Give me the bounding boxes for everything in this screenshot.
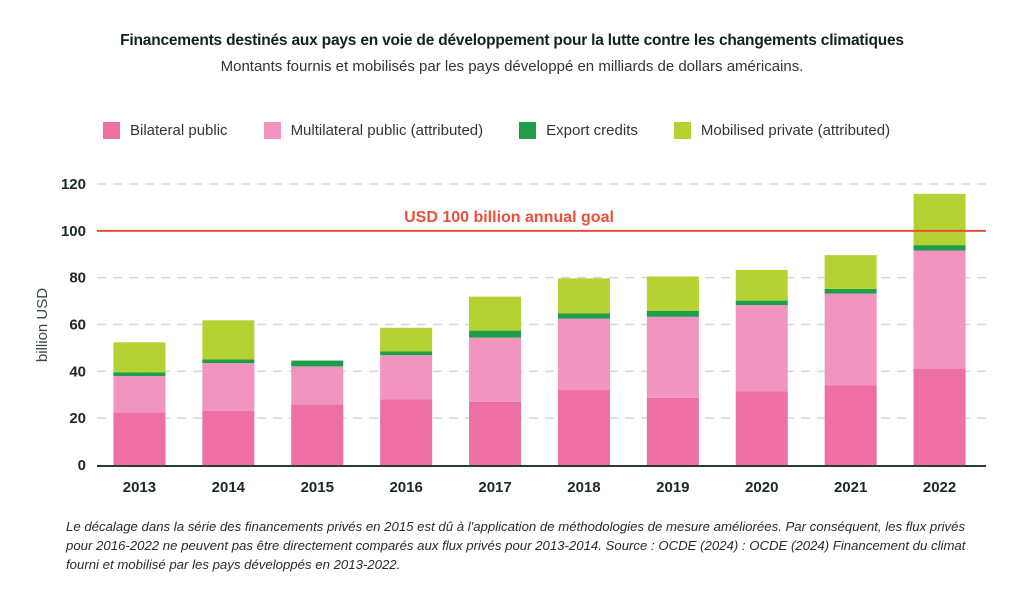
y-tick-label: 100: [61, 223, 86, 240]
footnote: Le décalage dans la série des financemen…: [66, 519, 966, 572]
bar-segment: [824, 288, 877, 294]
bar-segment: [824, 293, 877, 386]
bar-segment: [913, 193, 966, 246]
bar-segment: [113, 376, 166, 413]
bar-segment: [557, 318, 610, 391]
x-tick-label: 2018: [567, 479, 600, 496]
bar-segment: [469, 337, 522, 402]
legend-label-bilateral: Bilateral public: [130, 122, 228, 139]
legend-swatch-multilateral: [263, 122, 281, 139]
bar-segment: [469, 330, 522, 338]
bar-segment: [913, 250, 966, 369]
x-axis-ticks: 2013 2014 2015 2016 2017 2018 2019 2020 2021 2022: [123, 479, 956, 496]
legend-label-private: Mobilised private (attributed): [700, 122, 891, 139]
bar-segment: [380, 327, 433, 352]
bar-segment: [380, 351, 433, 356]
legend-swatch-private: [673, 122, 691, 139]
bar-segment: [202, 410, 255, 465]
y-tick-label: 0: [78, 457, 86, 474]
legend-swatch-bilateral: [103, 122, 120, 139]
bar-segment: [913, 245, 966, 251]
legend-item-bilateral: Bilateral public: [103, 122, 228, 139]
bar-segment: [646, 397, 699, 465]
bars: [113, 193, 966, 465]
goal-line-label: USD 100 billion annual goal: [404, 209, 614, 226]
x-tick-label: 2015: [301, 479, 334, 496]
x-tick-label: 2019: [656, 479, 689, 496]
bar-segment: [291, 404, 344, 465]
bar-segment: [646, 310, 699, 317]
y-tick-label: 40: [69, 363, 86, 380]
legend-item-multilateral: Multilateral public (attributed): [263, 122, 484, 139]
bar-segment: [291, 366, 344, 405]
x-tick-label: 2021: [834, 479, 867, 496]
bar-segment: [735, 305, 788, 392]
bar-segment: [113, 342, 166, 373]
bar-segment: [202, 320, 255, 360]
bar-segment: [557, 278, 610, 314]
legend-item-export-credits: Export credits: [519, 122, 638, 139]
x-tick-label: 2020: [745, 479, 778, 496]
y-tick-label: 20: [69, 410, 86, 427]
y-tick-label: 120: [61, 176, 86, 193]
bar-segment: [380, 355, 433, 400]
y-tick-label: 60: [69, 317, 86, 334]
bar-segment: [113, 372, 166, 377]
bar-segment: [824, 385, 877, 465]
x-tick-label: 2013: [123, 479, 156, 496]
bar-segment: [735, 269, 788, 301]
x-tick-label: 2017: [478, 479, 511, 496]
legend-swatch-export-credits: [519, 122, 537, 139]
legend-label-export-credits: Export credits: [546, 122, 638, 139]
bar-segment: [735, 391, 788, 465]
legend-item-private: Mobilised private (attributed): [673, 122, 891, 139]
bar-segment: [380, 399, 433, 465]
x-tick-label: 2016: [389, 479, 422, 496]
bar-segment: [202, 359, 255, 364]
x-tick-label: 2014: [212, 479, 246, 496]
legend: Bilateral public Multilateral public (at…: [103, 122, 926, 139]
bar-segment: [469, 296, 522, 331]
bar-segment: [913, 368, 966, 465]
chart-subtitle: Montants fournis et mobilisés par les pa…: [220, 58, 804, 75]
legend-label-multilateral: Multilateral public (attributed): [290, 122, 484, 139]
chart-title: Financements destinés aux pays en voie d…: [120, 32, 904, 49]
y-axis-ticks: 0 20 40 60 80 100 120: [61, 176, 86, 474]
goal-line-group: USD 100 billion annual goal: [97, 209, 986, 232]
bar-segment: [469, 401, 522, 465]
bar-segment: [735, 300, 788, 306]
bar-segment: [646, 316, 699, 398]
bar-segment: [557, 390, 610, 465]
bar-segment: [824, 255, 877, 289]
bar-segment: [646, 276, 699, 311]
bar-segment: [557, 313, 610, 319]
bar-segment: [202, 363, 255, 411]
x-tick-label: 2022: [923, 479, 956, 496]
y-tick-label: 80: [69, 270, 86, 287]
bar-segment: [113, 412, 166, 465]
y-axis-title: billion USD: [34, 288, 51, 362]
bar-segment: [291, 360, 344, 367]
